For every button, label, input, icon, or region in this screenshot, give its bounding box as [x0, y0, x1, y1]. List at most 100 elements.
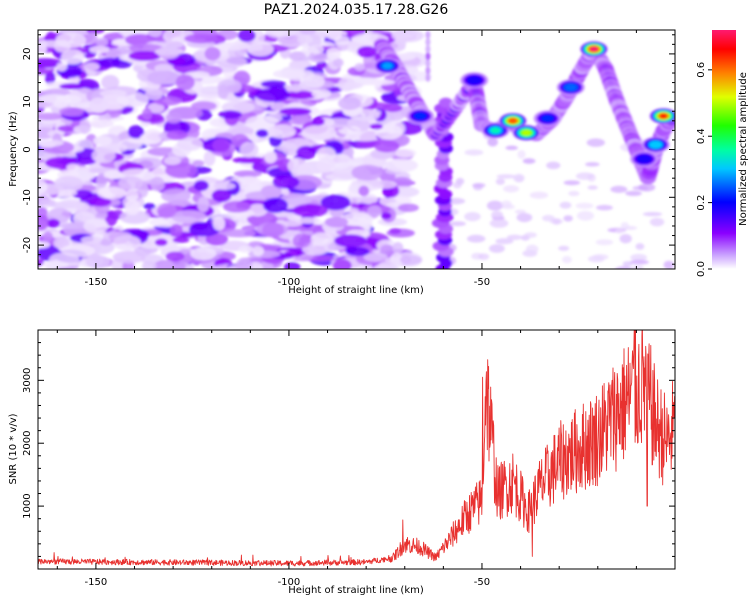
spectrogram-cell	[425, 30, 431, 39]
spectrogram-cell	[550, 269, 564, 278]
spectrogram-cell	[299, 30, 317, 35]
spectrogram-cell	[83, 62, 100, 72]
spectrogram-xtick-label: -150	[85, 277, 108, 288]
spectrogram-cell	[262, 222, 284, 238]
spectrogram-cell	[338, 96, 362, 111]
spectrogram-cell	[339, 212, 373, 227]
spectrogram-cell	[635, 243, 645, 250]
colorbar-gradient	[712, 30, 736, 269]
spectrogram-cell	[292, 203, 329, 218]
spectrogram-cell	[38, 179, 48, 194]
spectrogram-cell	[38, 58, 63, 69]
spectrogram-cell	[143, 129, 163, 145]
spectrogram-cell	[464, 149, 484, 156]
spectrogram-cell	[363, 252, 389, 262]
spectrogram-cell	[308, 51, 328, 63]
spectrogram-peak	[590, 46, 598, 52]
spectrogram-cell	[156, 203, 177, 219]
spectrogram-cell	[197, 196, 210, 213]
snr-panel: -150 -100 -50 1000 2000 3000 Height of straig…	[8, 329, 676, 596]
spectrogram-cell	[247, 41, 274, 57]
spectrogram-cell	[392, 241, 404, 254]
spectrogram-xlabel: Height of straight line (km)	[288, 285, 424, 296]
snr-ytick-label: 2000	[22, 430, 33, 455]
spectrogram-cell	[495, 178, 505, 185]
spectrogram-cell	[357, 45, 378, 58]
spectrogram-cell	[586, 138, 605, 147]
spectrogram-cell	[513, 173, 525, 183]
spectrogram-ytick-label: 10	[22, 95, 33, 108]
spectrogram-cell	[53, 176, 84, 192]
snr-frame	[37, 329, 676, 570]
spectrogram-cell	[332, 58, 344, 68]
spectrogram-cell	[514, 209, 527, 214]
spectrogram-cell	[449, 221, 466, 227]
spectrogram-cell	[610, 185, 628, 193]
spectrogram-peak	[508, 118, 517, 124]
spectrogram-cell	[524, 232, 537, 238]
spectrogram-cell	[217, 84, 229, 100]
spectrogram-cell	[144, 88, 163, 101]
spectrogram-cell	[262, 197, 289, 213]
spectrogram-cell	[558, 274, 571, 281]
spectrogram-peak	[414, 112, 426, 120]
spectrogram-cell	[124, 199, 141, 216]
spectrogram-cell	[125, 189, 139, 202]
spectrogram-cell	[389, 227, 401, 235]
spectrogram-cell	[147, 70, 176, 85]
spectrogram-cell	[142, 108, 153, 121]
spectrogram-cell	[44, 71, 56, 85]
spectrogram-cell	[118, 176, 143, 191]
spectrogram-cell	[205, 232, 229, 246]
spectrogram-cell	[367, 205, 382, 217]
spectrogram-cell	[369, 123, 383, 130]
spectrogram-cell	[625, 190, 642, 196]
spectrogram-cell	[53, 236, 70, 249]
spectrogram-cell	[453, 181, 462, 189]
spectrogram-cell	[102, 231, 133, 242]
spectrogram-cell	[562, 256, 572, 264]
spectrogram-cell	[103, 170, 122, 180]
spectrogram-cell	[663, 260, 675, 269]
spectrogram-cell	[128, 50, 162, 62]
spectrogram-cell	[89, 45, 110, 54]
spectrogram-cell	[506, 234, 522, 240]
colorbar-ticks: 0.0 0.2 0.4 0.6	[696, 62, 712, 277]
spectrogram-cell	[516, 212, 533, 223]
spectrogram-cell	[559, 201, 572, 209]
spectrogram-cell	[400, 256, 411, 264]
spectrogram-cell	[358, 185, 370, 197]
spectrogram-cell	[503, 185, 520, 193]
spectrogram-peak	[490, 127, 501, 134]
spectrogram-cell	[619, 234, 632, 244]
spectrogram-cell	[425, 73, 431, 82]
spectrogram-cell	[642, 211, 663, 217]
spectrogram-cell	[233, 170, 262, 178]
colorbar-label: Normalized spectral amplitude	[738, 72, 749, 226]
spectrogram-cell	[272, 175, 300, 189]
spectrogram-cell	[235, 257, 253, 269]
spectrogram-cell	[489, 218, 509, 228]
spectrogram-cell	[105, 210, 118, 227]
spectrogram-cell	[260, 80, 287, 88]
spectrogram-cell	[188, 222, 220, 237]
spectrogram-cell	[320, 194, 351, 211]
spectrogram-cell	[334, 35, 350, 46]
spectrogram-cell	[66, 163, 80, 172]
spectrogram-cell	[237, 30, 256, 42]
spectrogram-cell	[255, 129, 269, 138]
snr-series-line	[38, 330, 675, 567]
spectrogram-cell	[575, 202, 594, 209]
spectrogram-cell	[296, 145, 316, 160]
spectrogram-cell	[59, 222, 91, 230]
spectrogram-cell	[496, 174, 516, 179]
spectrogram-cell	[575, 172, 594, 180]
spectrogram-cell	[614, 266, 633, 269]
snr-ticks: -150 -100 -50 1000 2000 3000	[22, 330, 676, 588]
spectrogram-cell	[620, 222, 630, 230]
spectrogram-cell	[55, 200, 86, 209]
spectrogram-cell	[85, 255, 111, 269]
spectrogram-cell	[425, 37, 431, 46]
spectrogram-cell	[299, 80, 318, 88]
spectrogram-cell	[101, 74, 120, 90]
